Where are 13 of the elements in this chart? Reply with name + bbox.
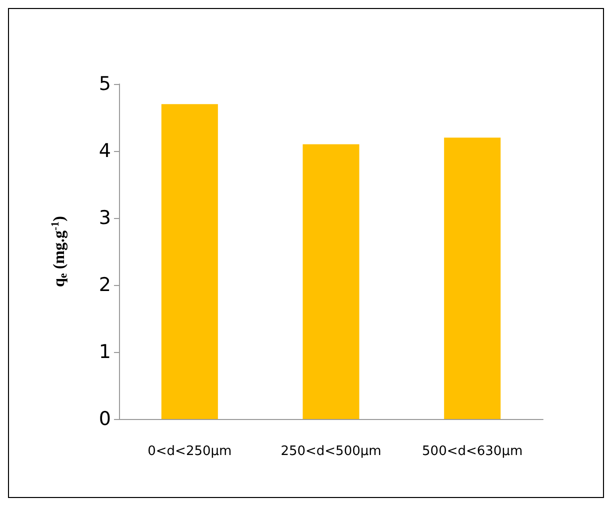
y-tick-label: 1 [98, 341, 111, 363]
y-tick-label: 0 [98, 408, 111, 430]
bar [161, 104, 218, 419]
x-tick-label: 250<d<500µm [280, 444, 382, 459]
y-tick-label: 2 [98, 274, 111, 296]
y-tick-label: 4 [98, 140, 111, 162]
x-tick-label: 500<d<630µm [422, 444, 523, 459]
y-tick-label: 5 [98, 73, 111, 95]
y-axis-title: qe (mg.g-1) [50, 216, 70, 287]
y-tick-label: 3 [98, 207, 111, 229]
bar [444, 138, 501, 419]
x-tick-label: 0<d<250µm [148, 444, 232, 459]
bar [302, 144, 360, 419]
